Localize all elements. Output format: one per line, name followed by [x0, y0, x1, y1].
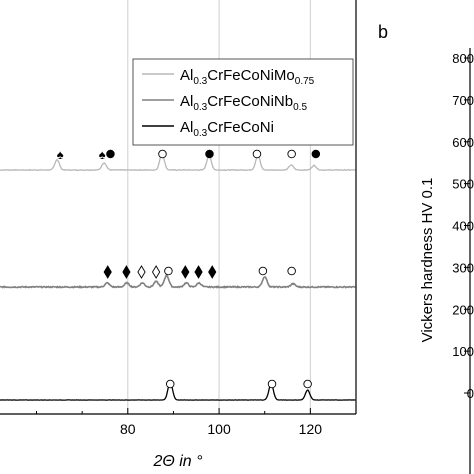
xrd-panel: ♠ ♠ 80 100 120 2Θ in ° Al0.3CrFeCoNiMo0.75A…	[0, 0, 357, 470]
hv-tick-label-300: 300	[452, 260, 474, 275]
legend-items: Al0.3CrFeCoNiMo0.75 Al0.3CrFeCoNiNb0.5 Al0…	[142, 67, 315, 139]
hv-tick-label-600: 600	[452, 135, 474, 150]
peak-marker-circle	[267, 379, 277, 389]
peak-marker-circle	[164, 266, 173, 276]
peak-marker-diamond	[194, 265, 203, 279]
peak-marker-circle	[106, 149, 115, 159]
legend-label-1: Al0.3CrFeCoNiMo0.75	[180, 67, 315, 87]
peak-marker-circle	[311, 149, 321, 159]
peak-marker-diamond	[122, 265, 131, 279]
hv-tick-label-200: 200	[452, 302, 474, 317]
peak-marker-diamond	[181, 265, 190, 279]
xrd-traces	[0, 153, 356, 401]
x-tick-label-80: 80	[120, 421, 136, 437]
peak-marker-diamond	[151, 265, 161, 279]
hv-tick-label-500: 500	[452, 177, 474, 192]
hardness-y-ticks: 0100200300400500600700800	[452, 51, 474, 401]
trace-3	[0, 381, 356, 401]
peak-marker-circle	[287, 149, 296, 159]
peak-marker-circle	[252, 149, 262, 159]
peak-marker-circle	[303, 379, 312, 389]
peak-marker-circle	[158, 149, 167, 159]
hardness-y-axis-label: Vickers hardness HV 0.1	[419, 178, 436, 343]
xrd-peak-markers: ♠ ♠	[57, 147, 321, 389]
hv-tick-label-100: 100	[452, 344, 474, 359]
peak-marker-spade: ♠	[57, 147, 64, 162]
hardness-panel: b 0100200300400500600700800 Vickers hard…	[378, 22, 474, 474]
peak-marker-diamond	[137, 265, 146, 279]
hv-tick-label-800: 800	[452, 51, 474, 66]
xrd-legend: Al0.3CrFeCoNiMo0.75 Al0.3CrFeCoNiNb0.5 Al0…	[132, 58, 354, 146]
peak-marker-diamond	[103, 265, 112, 279]
peak-marker-circle	[165, 379, 175, 389]
xrd-x-axis-label: 2Θ in °	[152, 453, 203, 470]
peak-marker-circle	[258, 266, 268, 276]
legend-label-2: Al0.3CrFeCoNiNb0.5	[180, 93, 307, 113]
peak-marker-circle	[205, 149, 214, 159]
legend-label-3: Al0.3CrFeCoNi	[180, 119, 274, 139]
x-tick-label-100: 100	[207, 421, 231, 437]
peak-marker-circle	[287, 266, 296, 276]
peak-marker-spade: ♠	[99, 147, 106, 162]
hv-tick-label-700: 700	[452, 93, 474, 108]
xrd-x-ticks: 80 100 120	[36, 408, 357, 437]
trace-1	[0, 153, 356, 172]
x-tick-label-120: 120	[299, 421, 323, 437]
panel-label-b: b	[378, 22, 388, 42]
trace-2	[0, 273, 356, 289]
hv-tick-label-400: 400	[452, 219, 474, 234]
peak-marker-diamond	[208, 265, 217, 279]
